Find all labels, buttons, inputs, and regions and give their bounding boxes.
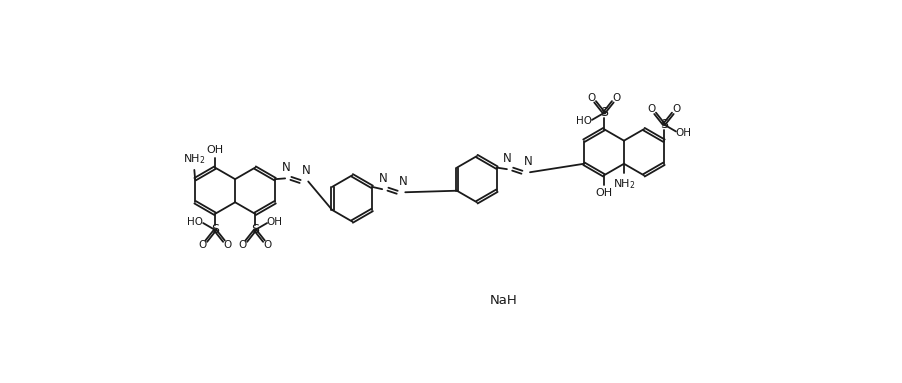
Text: HO: HO (576, 116, 593, 126)
Text: N: N (302, 164, 310, 177)
Text: O: O (224, 240, 232, 250)
Text: O: O (263, 240, 272, 250)
Text: O: O (647, 105, 656, 115)
Text: OH: OH (676, 128, 692, 137)
Text: N: N (399, 175, 408, 188)
Text: N: N (524, 155, 532, 168)
Text: NH$_2$: NH$_2$ (183, 152, 206, 166)
Text: O: O (673, 105, 681, 115)
Text: O: O (612, 93, 621, 103)
Text: S: S (660, 118, 668, 131)
Text: O: O (238, 240, 246, 250)
Text: S: S (251, 224, 259, 236)
Text: N: N (379, 172, 387, 185)
Text: N: N (503, 152, 512, 165)
Text: OH: OH (267, 217, 282, 227)
Text: NH$_2$: NH$_2$ (612, 177, 635, 191)
Text: O: O (587, 93, 595, 103)
Text: OH: OH (207, 144, 224, 154)
Text: OH: OH (595, 188, 612, 198)
Text: NaH: NaH (490, 294, 518, 307)
Text: S: S (211, 224, 219, 236)
Text: N: N (281, 161, 290, 174)
Text: O: O (198, 240, 207, 250)
Text: S: S (600, 106, 608, 119)
Text: HO: HO (188, 217, 204, 227)
